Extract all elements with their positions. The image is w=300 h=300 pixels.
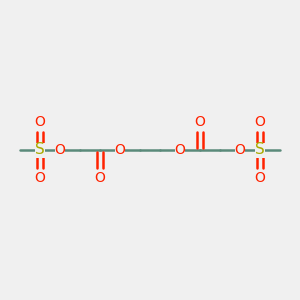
Text: O: O xyxy=(255,115,266,129)
Text: O: O xyxy=(55,143,65,157)
Text: S: S xyxy=(255,142,265,158)
Text: O: O xyxy=(115,143,125,157)
Text: O: O xyxy=(255,171,266,185)
Text: O: O xyxy=(34,171,45,185)
Text: S: S xyxy=(35,142,45,158)
Text: O: O xyxy=(34,115,45,129)
Text: O: O xyxy=(195,115,206,129)
Text: O: O xyxy=(94,171,105,185)
Text: O: O xyxy=(175,143,185,157)
Text: O: O xyxy=(235,143,245,157)
